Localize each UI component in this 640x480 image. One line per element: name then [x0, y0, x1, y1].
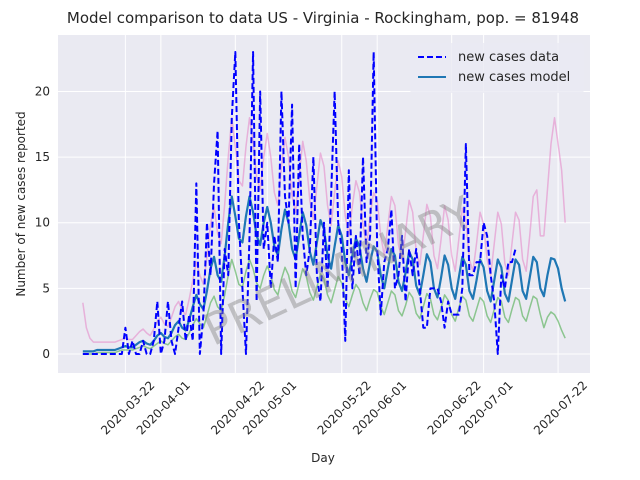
- y-tick-label: 20: [35, 84, 50, 98]
- x-axis-label: Day: [311, 451, 335, 465]
- y-axis-label: Number of new cases reported: [14, 111, 28, 296]
- ensemble-line: [82, 116, 566, 343]
- y-tick-label: 10: [35, 216, 50, 230]
- chart-title: Model comparison to data US - Virginia -…: [67, 9, 579, 27]
- y-tick-label: 5: [42, 281, 50, 295]
- y-tick-label: 0: [42, 347, 50, 361]
- y-tick-label: 15: [35, 150, 50, 164]
- x-tick-label: 2020-07-22: [531, 378, 590, 437]
- data-line: [82, 51, 517, 355]
- legend-label: new cases model: [458, 70, 570, 85]
- legend-label: new cases data: [458, 50, 559, 65]
- legend-box: [410, 43, 584, 93]
